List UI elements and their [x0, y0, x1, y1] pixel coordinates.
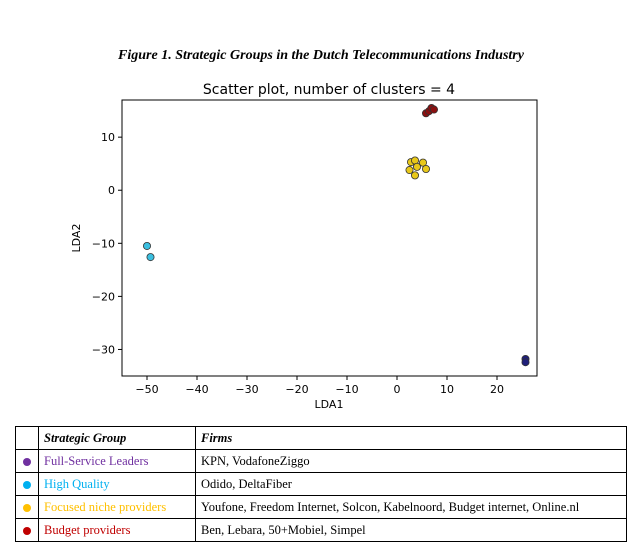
x-axis: −50 −40 −30 −20 −10 0 10 20 — [135, 376, 504, 396]
group-name: High Quality — [38, 472, 196, 496]
y-tick-label: 10 — [101, 131, 115, 144]
y-tick-label: −30 — [92, 343, 115, 356]
table-row: Full-Service Leaders KPN, VodafoneZiggo — [15, 449, 627, 473]
scatter-plot: Scatter plot, number of clusters = 4 −50… — [70, 82, 538, 411]
group-name: Budget providers — [38, 518, 196, 542]
data-point — [521, 358, 530, 367]
group-firms: Odido, DeltaFiber — [195, 472, 627, 496]
chart-title: Scatter plot, number of clusters = 4 — [203, 82, 455, 98]
x-tick-label: 0 — [394, 383, 401, 396]
x-tick-label: −10 — [335, 383, 358, 396]
group-firms: KPN, VodafoneZiggo — [195, 449, 627, 473]
x-tick-label: −30 — [235, 383, 258, 396]
group-firms: Ben, Lebara, 50+Mobiel, Simpel — [195, 518, 627, 542]
table-row: Focused niche providers Youfone, Freedom… — [15, 495, 627, 519]
figure-caption: Figure 1. Strategic Groups in the Dutch … — [118, 48, 524, 63]
data-point — [429, 105, 438, 114]
table-row: High Quality Odido, DeltaFiber — [15, 472, 627, 496]
group-marker-dot — [23, 503, 31, 512]
data-point — [142, 241, 151, 250]
x-axis-label: LDA1 — [315, 398, 344, 411]
header-firms: Firms — [195, 426, 627, 450]
group-marker-dot — [23, 480, 31, 489]
y-axis: 10 0 −10 −20 −30 — [92, 131, 122, 356]
data-point — [421, 165, 430, 174]
y-tick-label: −20 — [92, 290, 115, 303]
data-point — [146, 253, 155, 262]
y-tick-label: 0 — [108, 184, 115, 197]
header-strategic-group: Strategic Group — [38, 426, 196, 450]
table-header-row: Strategic Group Firms — [15, 426, 627, 450]
plot-frame — [121, 99, 538, 377]
table-row: Budget providers Ben, Lebara, 50+Mobiel,… — [15, 518, 627, 542]
header-marker-cell — [15, 426, 39, 450]
x-tick-label: −50 — [135, 383, 158, 396]
scatter-points — [142, 103, 530, 367]
strategic-groups-table: Strategic Group Firms Full-Service Leade… — [15, 426, 627, 542]
group-name: Focused niche providers — [38, 495, 196, 519]
data-point — [418, 158, 427, 167]
group-marker-dot — [23, 526, 31, 535]
y-tick-label: −10 — [92, 237, 115, 250]
x-tick-label: 20 — [490, 383, 504, 396]
data-point — [410, 171, 419, 180]
group-name: Full-Service Leaders — [38, 449, 196, 473]
x-tick-label: −20 — [285, 383, 308, 396]
data-point — [405, 166, 414, 175]
data-point — [412, 162, 421, 171]
group-firms: Youfone, Freedom Internet, Solcon, Kabel… — [195, 495, 627, 519]
x-tick-label: −40 — [185, 383, 208, 396]
x-tick-label: 10 — [440, 383, 454, 396]
group-marker-dot — [23, 457, 31, 466]
y-axis-label: LDA2 — [70, 224, 83, 253]
